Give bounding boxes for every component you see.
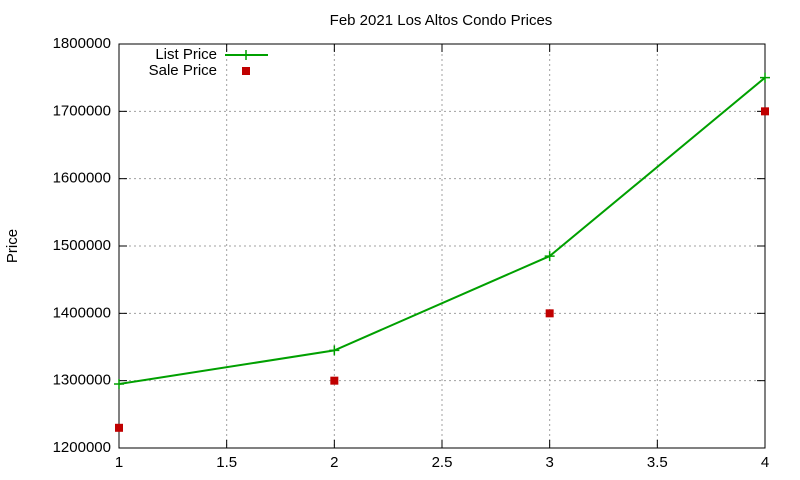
data-point — [544, 251, 555, 262]
x-tick-label: 1.5 — [216, 454, 237, 471]
y-tick-label: 1800000 — [53, 35, 111, 52]
y-tick-label: 1500000 — [53, 237, 111, 254]
x-tick-label: 2.5 — [432, 454, 453, 471]
data-point — [330, 376, 339, 385]
y-axis-label: Price — [4, 229, 21, 263]
legend-marker — [242, 67, 250, 75]
y-tick-label: 1200000 — [53, 439, 111, 456]
legend-label: Sale Price — [149, 62, 217, 79]
x-tick-label: 1 — [115, 454, 123, 471]
y-tick-label: 1700000 — [53, 102, 111, 119]
legend-label: List Price — [155, 46, 217, 63]
x-tick-label: 4 — [761, 454, 769, 471]
y-tick-label: 1600000 — [53, 170, 111, 187]
y-tick-label: 1400000 — [53, 304, 111, 321]
x-tick-label: 2 — [330, 454, 338, 471]
x-tick-label: 3.5 — [647, 454, 668, 471]
y-tick-label: 1300000 — [53, 372, 111, 389]
data-point — [761, 107, 769, 116]
series-line — [118, 76, 766, 386]
legend-marker — [241, 50, 251, 60]
chart-title: Feb 2021 Los Altos Condo Prices — [330, 12, 553, 29]
data-point — [329, 345, 340, 356]
x-tick-label: 3 — [545, 454, 553, 471]
data-point — [760, 72, 770, 83]
data-point — [545, 309, 554, 318]
data-point — [114, 379, 124, 390]
data-point — [115, 423, 123, 432]
plot-frame — [118, 43, 766, 449]
